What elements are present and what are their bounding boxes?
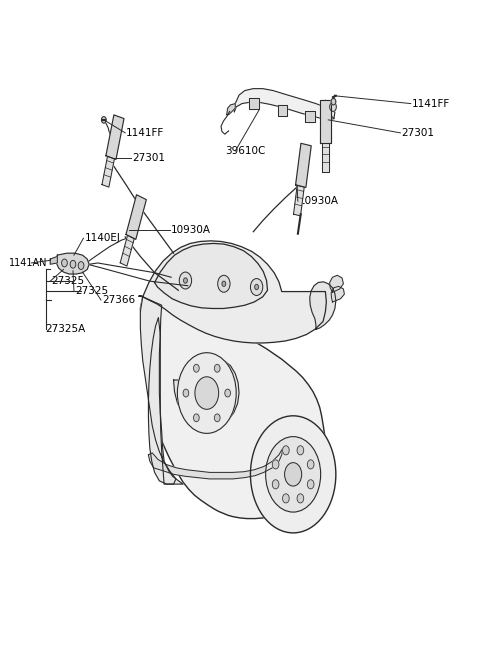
Polygon shape — [120, 236, 134, 266]
Polygon shape — [320, 100, 331, 142]
Circle shape — [251, 416, 336, 533]
Polygon shape — [148, 448, 283, 479]
Circle shape — [272, 460, 279, 469]
Polygon shape — [331, 287, 344, 302]
Text: 1141FF: 1141FF — [412, 98, 450, 109]
Circle shape — [285, 462, 301, 486]
Circle shape — [265, 437, 321, 512]
Polygon shape — [140, 297, 183, 484]
Polygon shape — [50, 256, 57, 264]
Circle shape — [218, 276, 230, 292]
Polygon shape — [106, 115, 124, 159]
Text: 27301: 27301 — [401, 128, 434, 138]
Circle shape — [78, 262, 84, 270]
Polygon shape — [296, 143, 311, 188]
Polygon shape — [148, 318, 176, 484]
Circle shape — [179, 272, 192, 289]
Polygon shape — [305, 112, 315, 123]
Circle shape — [307, 480, 314, 489]
Text: 1141AN: 1141AN — [9, 258, 47, 268]
Text: 27325A: 27325A — [46, 324, 86, 335]
Circle shape — [183, 389, 189, 397]
Circle shape — [70, 260, 76, 268]
Circle shape — [225, 389, 230, 397]
Polygon shape — [102, 156, 114, 187]
Polygon shape — [310, 282, 336, 329]
Polygon shape — [278, 105, 288, 116]
Polygon shape — [234, 89, 335, 120]
Polygon shape — [250, 98, 259, 110]
Text: 1140EJ: 1140EJ — [84, 234, 120, 243]
Circle shape — [251, 279, 263, 295]
Circle shape — [331, 98, 336, 105]
Circle shape — [307, 460, 314, 469]
Polygon shape — [126, 195, 146, 239]
Circle shape — [61, 259, 67, 267]
Polygon shape — [139, 296, 326, 519]
Polygon shape — [293, 186, 304, 216]
Circle shape — [215, 364, 220, 372]
Text: 39610C: 39610C — [225, 146, 265, 156]
Circle shape — [297, 446, 304, 455]
Circle shape — [178, 353, 236, 434]
Circle shape — [193, 364, 199, 372]
Text: 10930A: 10930A — [299, 196, 339, 206]
Text: 27325: 27325 — [51, 276, 84, 286]
Text: 27301: 27301 — [132, 153, 165, 163]
Circle shape — [297, 494, 304, 503]
Polygon shape — [174, 358, 239, 428]
Polygon shape — [155, 243, 267, 308]
Circle shape — [215, 414, 220, 422]
Polygon shape — [330, 276, 343, 292]
Circle shape — [101, 117, 106, 123]
Circle shape — [330, 102, 336, 112]
Circle shape — [255, 285, 259, 289]
Polygon shape — [56, 253, 89, 274]
Polygon shape — [143, 241, 326, 343]
Circle shape — [272, 480, 279, 489]
Circle shape — [183, 278, 187, 283]
Circle shape — [283, 446, 289, 455]
Polygon shape — [227, 104, 235, 115]
Circle shape — [283, 494, 289, 503]
Circle shape — [195, 377, 219, 409]
Circle shape — [222, 281, 226, 287]
Text: 27325: 27325 — [75, 286, 108, 296]
Text: 1141FF: 1141FF — [126, 128, 164, 138]
Text: 27366: 27366 — [102, 295, 135, 305]
Text: 10930A: 10930A — [171, 226, 211, 236]
Polygon shape — [322, 142, 329, 172]
Circle shape — [193, 414, 199, 422]
